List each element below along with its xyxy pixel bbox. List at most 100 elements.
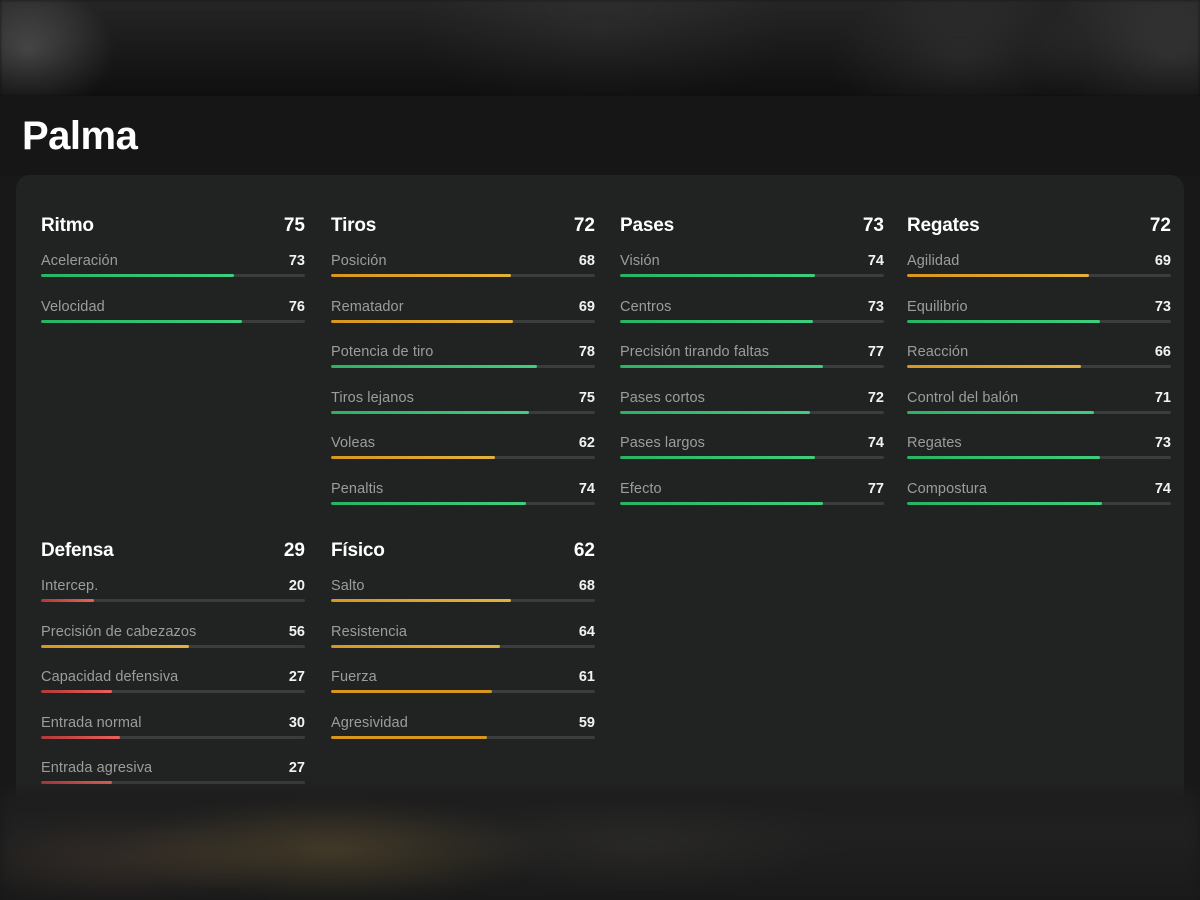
stat-label: Centros (620, 298, 672, 315)
stat-group-value: 72 (573, 215, 595, 236)
stat-row: Entrada normal 30 (41, 715, 305, 761)
stat-label: Rematador (331, 298, 404, 315)
stat-bar-fill (331, 274, 511, 277)
stat-label: Visión (620, 253, 660, 269)
stat-line: Agresividad 59 (331, 715, 595, 736)
stat-bar-track (331, 274, 595, 277)
player-hero-banner (0, 0, 1200, 96)
stat-bar-track (331, 319, 595, 323)
stat-bar-fill (620, 501, 824, 505)
stat-label: Compostura (907, 480, 987, 497)
stat-row: Visión 74 (620, 253, 884, 299)
stat-bar-track (620, 501, 884, 505)
stat-group-pases: Pases 73 Visión 74 Centros 73 Precisión tirand… (620, 215, 884, 526)
stat-label: Equilibrio (907, 298, 968, 315)
stat-label: Agilidad (907, 253, 960, 269)
stat-bar-track (331, 365, 595, 368)
footer-glow (0, 790, 1200, 900)
stat-group-tiros: Tiros 72 Posición 68 Rematador 69 Potencia de … (331, 215, 595, 526)
stat-label: Agresividad (331, 714, 408, 731)
stat-value: 68 (578, 253, 595, 269)
stat-label: Precisión tirando faltas (620, 344, 770, 360)
stat-line: Agilidad 69 (907, 253, 1171, 274)
stat-row: Voleas 62 (331, 435, 595, 481)
stat-row: Resistencia 64 (331, 624, 595, 670)
stat-row: Agresividad 59 (331, 715, 595, 761)
stat-bar-track (620, 274, 884, 277)
stat-value: 59 (578, 714, 595, 731)
stat-value: 75 (578, 389, 595, 406)
stat-bar-track (331, 501, 595, 505)
stat-bar-fill (331, 319, 514, 323)
stat-bar-fill (620, 319, 813, 323)
stat-row: Aceleración 73 (41, 253, 305, 299)
stat-value: 74 (867, 435, 884, 451)
hero-overlay (0, 0, 1200, 96)
stat-line: Velocidad 76 (41, 299, 305, 320)
stat-value: 77 (867, 344, 884, 360)
stat-row: Agilidad 69 (907, 253, 1171, 299)
stat-bar-fill (41, 644, 189, 648)
stat-line: Reacción 66 (907, 344, 1171, 365)
stat-bar-fill (907, 410, 1095, 414)
stat-line: Posición 68 (331, 253, 595, 274)
stat-bar-track (331, 410, 595, 414)
stat-label: Pases largos (620, 435, 706, 451)
stat-line: Salto 68 (331, 578, 595, 599)
stats-grid: Ritmo 75 Aceleración 73 Velocidad 76 Tiros 72 Po… (16, 197, 1184, 807)
stat-bar-fill (907, 365, 1082, 368)
stat-bar-fill (331, 501, 527, 505)
stat-label: Resistencia (331, 623, 408, 640)
stat-bar-track (41, 274, 305, 277)
stat-row: Capacidad defensiva 27 (41, 669, 305, 715)
stat-bar-fill (907, 501, 1103, 505)
stat-group-value: 72 (1149, 215, 1171, 236)
stat-row: Precisión tirando faltas 77 (620, 344, 884, 390)
stat-label: Pases cortos (620, 389, 706, 406)
stat-row: Compostura 74 (907, 481, 1171, 527)
stat-value: 77 (867, 480, 884, 497)
stat-row: Precisión de cabezazos 56 (41, 624, 305, 670)
stat-bar-track (41, 319, 305, 323)
stat-group-name: Defensa (41, 540, 114, 561)
stat-row: Centros 73 (620, 299, 884, 345)
stat-row: Velocidad 76 (41, 299, 305, 345)
stat-group-regates: Regates 72 Agilidad 69 Equilibrio 73 Reacción 6… (907, 215, 1171, 526)
stat-row: Entrada agresiva 27 (41, 760, 305, 806)
stat-row: Pases cortos 72 (620, 390, 884, 436)
stat-row: Pases largos 74 (620, 435, 884, 481)
stat-line: Potencia de tiro 78 (331, 344, 595, 365)
stat-bar-fill (331, 365, 537, 368)
stat-bar-fill (331, 644, 500, 648)
stat-line: Compostura 74 (907, 481, 1171, 502)
stat-bar-fill (907, 274, 1090, 277)
stat-bar-track (41, 690, 305, 693)
stat-value: 62 (578, 435, 595, 451)
stat-line: Voleas 62 (331, 435, 595, 456)
stat-group-value: 62 (573, 540, 595, 561)
stat-bar-track (620, 319, 884, 323)
stat-line: Control del balón 71 (907, 390, 1171, 411)
stat-label: Voleas (331, 435, 376, 451)
stat-group-name: Pases (620, 215, 674, 236)
stat-line: Tiros lejanos 75 (331, 390, 595, 411)
stat-row: Intercep. 20 (41, 578, 305, 624)
stat-group-defensa: Defensa 29 Intercep. 20 Precisión de cabezaz… (41, 540, 305, 806)
stat-line: Entrada normal 30 (41, 715, 305, 736)
stat-bar-fill (41, 781, 113, 784)
stat-bar-fill (41, 735, 121, 739)
stat-value: 69 (578, 298, 595, 315)
stat-row: Potencia de tiro 78 (331, 344, 595, 390)
stat-value: 73 (867, 298, 884, 315)
stat-line: Resistencia 64 (331, 624, 595, 645)
stat-value: 73 (288, 253, 305, 269)
stat-row: Equilibrio 73 (907, 299, 1171, 345)
stat-line: Capacidad defensiva 27 (41, 669, 305, 690)
stat-bar-fill (331, 735, 487, 739)
stat-label: Control del balón (907, 389, 1019, 406)
stat-value: 61 (578, 669, 595, 685)
stat-group-header: Tiros 72 (331, 215, 595, 245)
stat-value: 56 (288, 623, 305, 640)
stat-bar-fill (41, 599, 94, 602)
